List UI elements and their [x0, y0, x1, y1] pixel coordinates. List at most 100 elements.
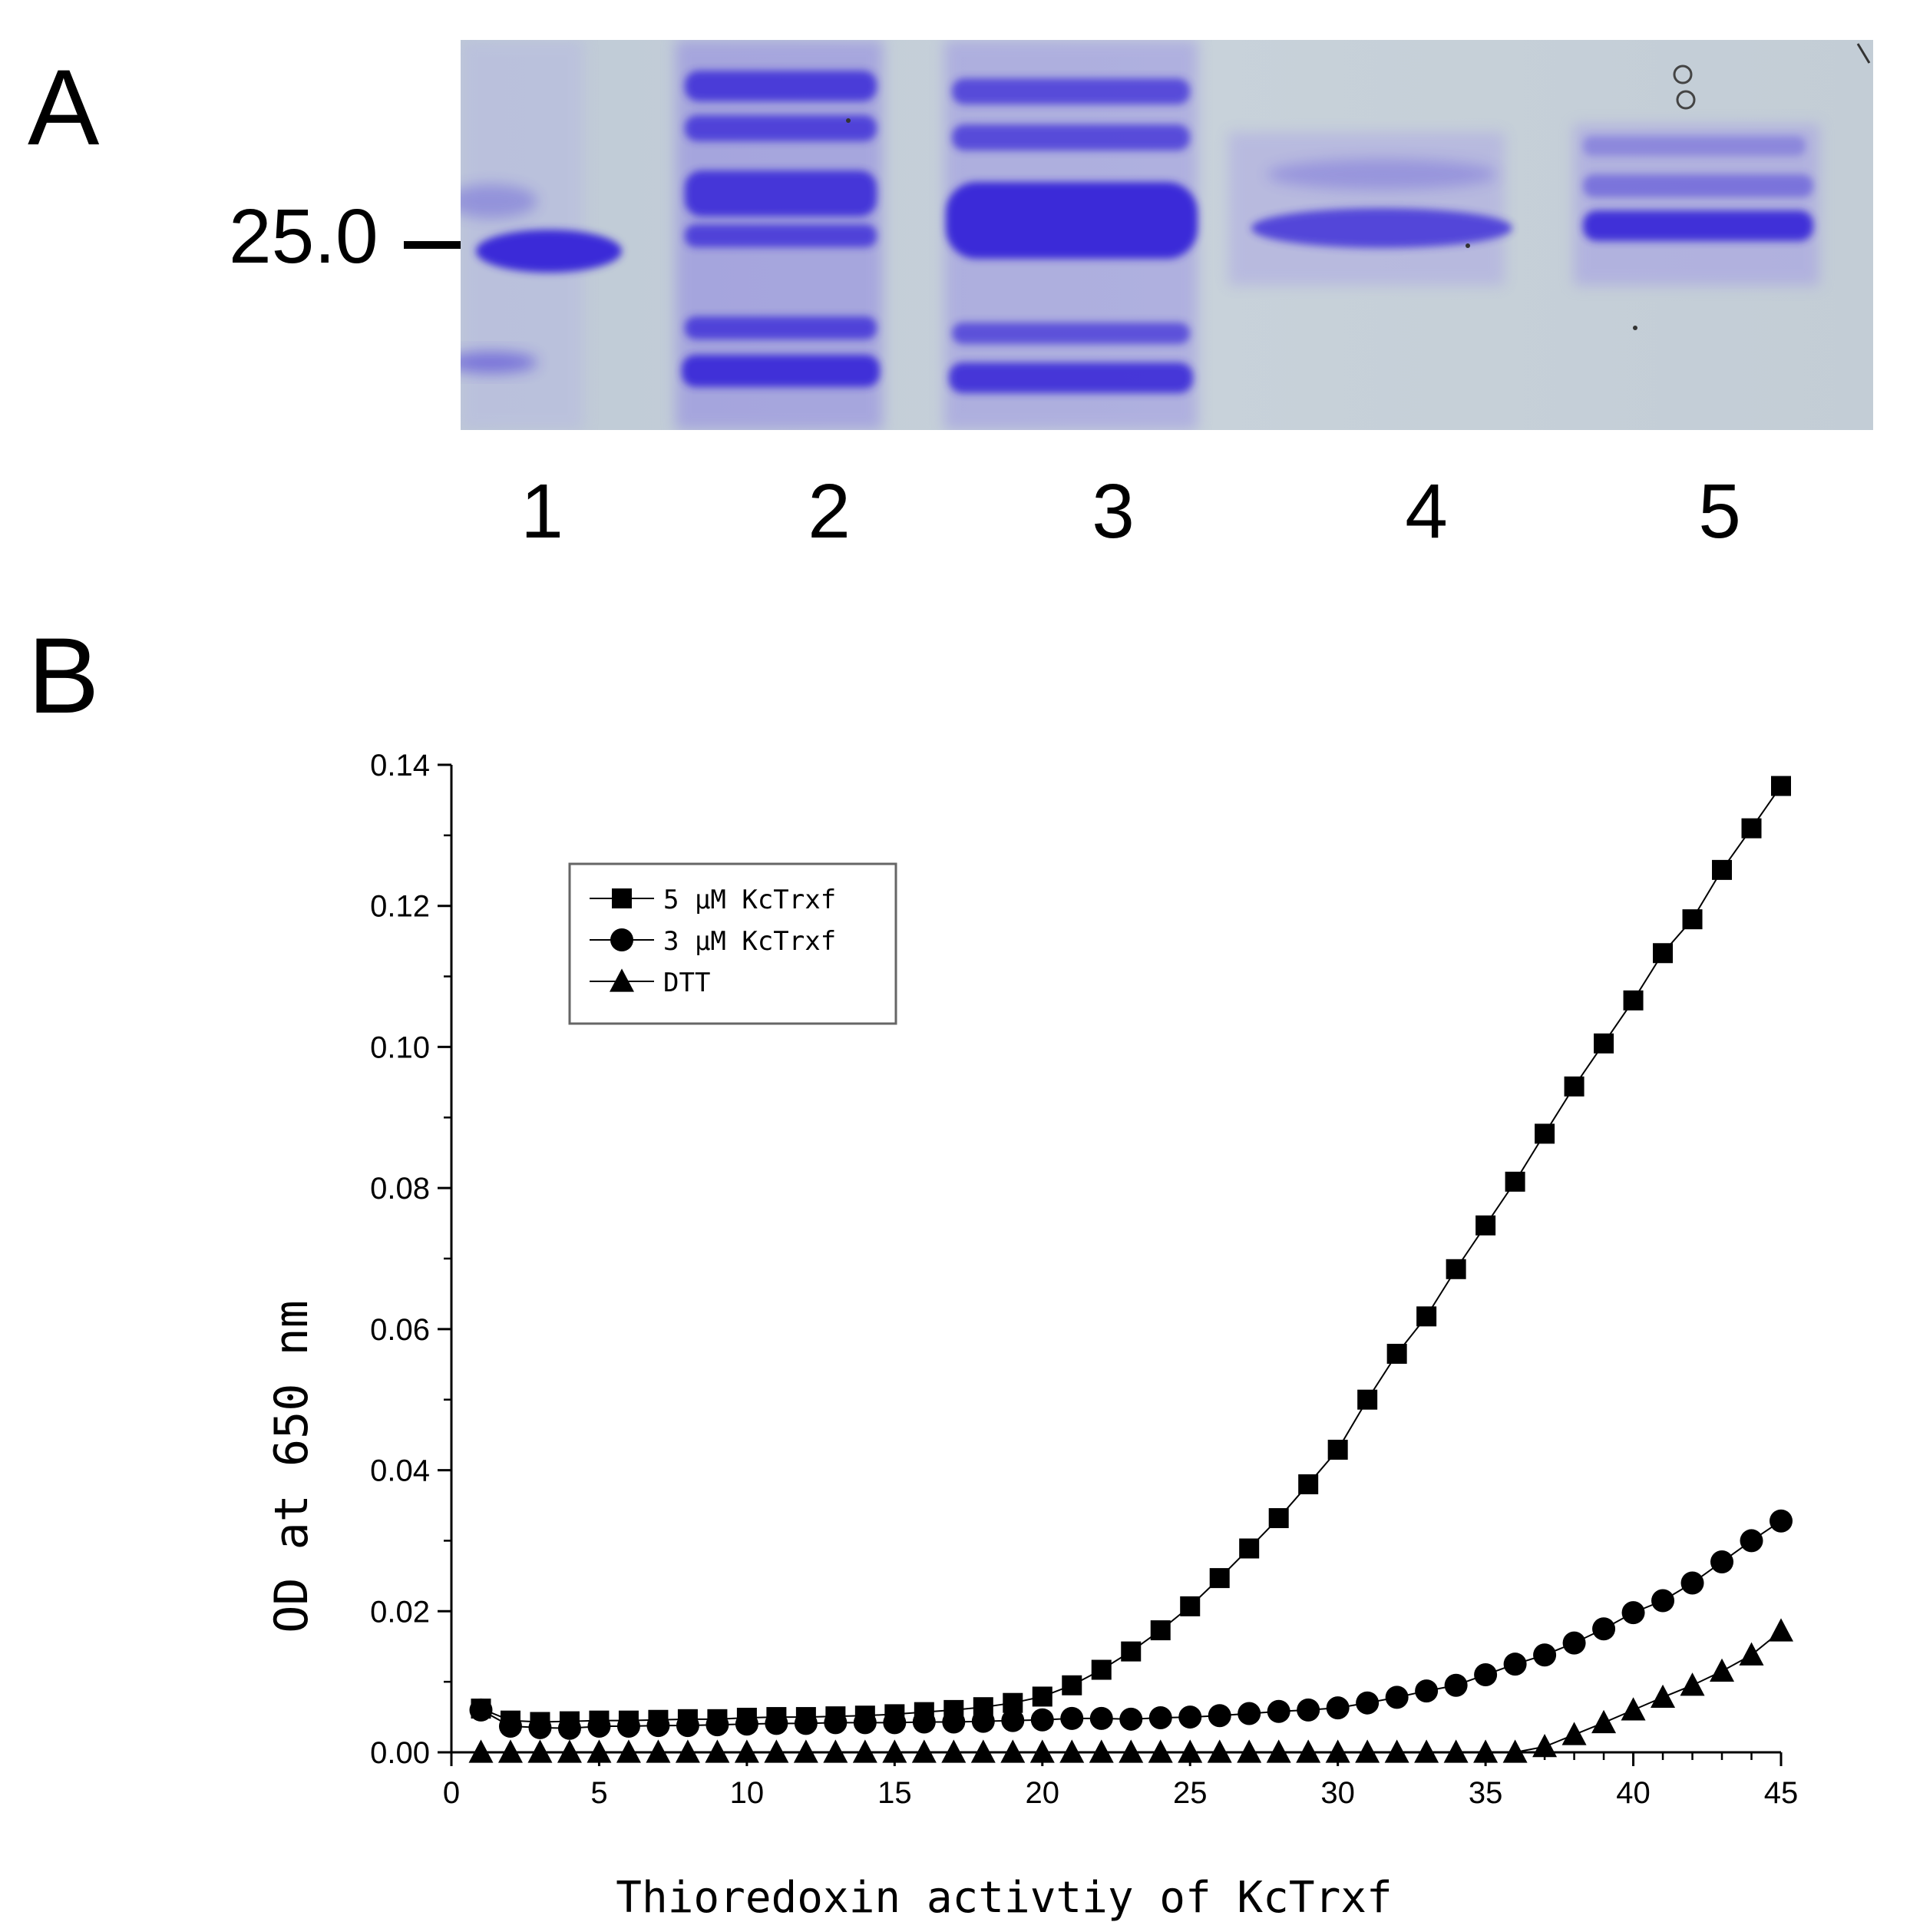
data-point: [1119, 1739, 1144, 1763]
molecular-weight-marker-label: 25.0: [229, 194, 378, 280]
data-point: [882, 1739, 907, 1763]
gel-lane-2: [676, 40, 883, 430]
data-point: [705, 1739, 730, 1763]
data-point: [1562, 1631, 1586, 1655]
data-point: [1326, 1696, 1350, 1720]
data-point: [1121, 1641, 1142, 1662]
data-point: [1651, 1589, 1675, 1613]
data-point: [912, 1710, 936, 1734]
data-point: [1446, 1259, 1466, 1279]
data-point: [675, 1739, 700, 1763]
legend-label: 3 μM KcTrxf: [663, 926, 836, 957]
data-point: [883, 1711, 907, 1735]
data-point: [1653, 943, 1674, 964]
data-point: [469, 1698, 493, 1722]
gel-lane-4: [1228, 132, 1512, 286]
y-tick-label: 0.02: [370, 1595, 430, 1629]
data-point: [1503, 1652, 1527, 1676]
data-point: [1473, 1739, 1499, 1763]
data-point: [1266, 1739, 1291, 1763]
data-point: [1059, 1739, 1085, 1763]
data-point: [1739, 1642, 1764, 1666]
data-point: [1443, 1739, 1469, 1763]
data-point: [942, 1710, 966, 1734]
data-point: [528, 1715, 552, 1739]
data-point: [793, 1739, 818, 1763]
data-point: [1710, 1658, 1735, 1682]
y-axis-label: OD at 650 nm: [265, 1300, 319, 1633]
data-point: [1119, 1707, 1143, 1731]
data-point: [1000, 1739, 1026, 1763]
data-point: [1325, 1739, 1350, 1763]
data-point: [1444, 1673, 1468, 1697]
chart-series: [468, 776, 1793, 1763]
data-point: [1682, 909, 1703, 930]
gel-lane-label-5: 5: [1698, 468, 1741, 554]
data-point: [468, 1739, 494, 1763]
data-point: [1297, 1698, 1320, 1722]
gel-lane-3: [944, 40, 1198, 430]
x-axis-label: Thioredoxin activtiy of KcTrxf: [616, 1873, 1392, 1923]
sds-page-gel-image: [461, 40, 1873, 430]
data-point: [587, 1739, 612, 1763]
panel-label-b: B: [28, 615, 100, 736]
data-point: [706, 1713, 729, 1737]
y-axis-ticks: 0.00 0.02 0.04 0.06 0.08 0.10 0.12 0.14: [370, 749, 451, 1770]
data-point: [1267, 1699, 1290, 1723]
data-point: [527, 1739, 553, 1763]
data-point: [1416, 1306, 1437, 1327]
x-tick-label: 15: [877, 1776, 912, 1810]
data-point: [1209, 1568, 1230, 1589]
data-point: [1564, 1076, 1585, 1097]
data-point: [557, 1716, 581, 1740]
x-tick-label: 25: [1173, 1776, 1208, 1810]
x-tick-label: 0: [443, 1776, 460, 1810]
gel-lane-label-2: 2: [808, 468, 851, 554]
legend-label: DTT: [663, 968, 710, 998]
data-point: [1384, 1739, 1409, 1763]
series-line: [481, 1520, 1782, 1729]
legend-marker: [612, 888, 632, 908]
data-point: [1356, 1691, 1380, 1715]
data-point: [1089, 1706, 1113, 1730]
series-circle: [469, 1509, 1793, 1740]
panel-label-a: A: [28, 47, 100, 167]
data-point: [853, 1711, 877, 1735]
data-point: [971, 1709, 995, 1733]
data-point: [1062, 1675, 1082, 1695]
data-point: [852, 1739, 877, 1763]
molecular-weight-marker-tick: [404, 241, 471, 249]
data-point: [1591, 1709, 1617, 1734]
data-point: [1238, 1702, 1261, 1725]
x-tick-label: 20: [1026, 1776, 1060, 1810]
x-tick-label: 45: [1764, 1776, 1799, 1810]
chart-legend: 5 μM KcTrxf 3 μM KcTrxf DTT: [568, 862, 897, 1025]
data-point: [1180, 1596, 1201, 1616]
x-tick-label: 5: [590, 1776, 607, 1810]
data-point: [1621, 1601, 1645, 1625]
y-tick-label: 0.06: [370, 1313, 430, 1347]
y-tick-label: 0.08: [370, 1172, 430, 1206]
data-point: [1239, 1538, 1260, 1559]
data-point: [764, 1739, 789, 1763]
data-point: [1091, 1659, 1112, 1680]
data-point: [1178, 1705, 1202, 1729]
data-point: [557, 1739, 582, 1763]
data-point: [734, 1739, 759, 1763]
data-point: [1089, 1739, 1114, 1763]
data-point: [1030, 1708, 1054, 1732]
series-triangle: [468, 1618, 1793, 1763]
x-tick-label: 10: [730, 1776, 765, 1810]
data-point: [1771, 776, 1791, 796]
x-tick-label: 35: [1469, 1776, 1503, 1810]
data-point: [1561, 1722, 1587, 1745]
data-point: [1651, 1684, 1676, 1709]
data-point: [1769, 1618, 1793, 1642]
data-point: [970, 1739, 996, 1763]
thioredoxin-activity-chart: 0.00 0.02 0.04 0.06 0.08 0.10 0.12 0.14 0 5 10 15 2…: [265, 749, 1799, 1923]
data-point: [1357, 1389, 1378, 1410]
data-point: [794, 1712, 818, 1735]
data-point: [823, 1739, 848, 1763]
data-point: [1268, 1508, 1289, 1529]
data-point: [1710, 1550, 1734, 1573]
